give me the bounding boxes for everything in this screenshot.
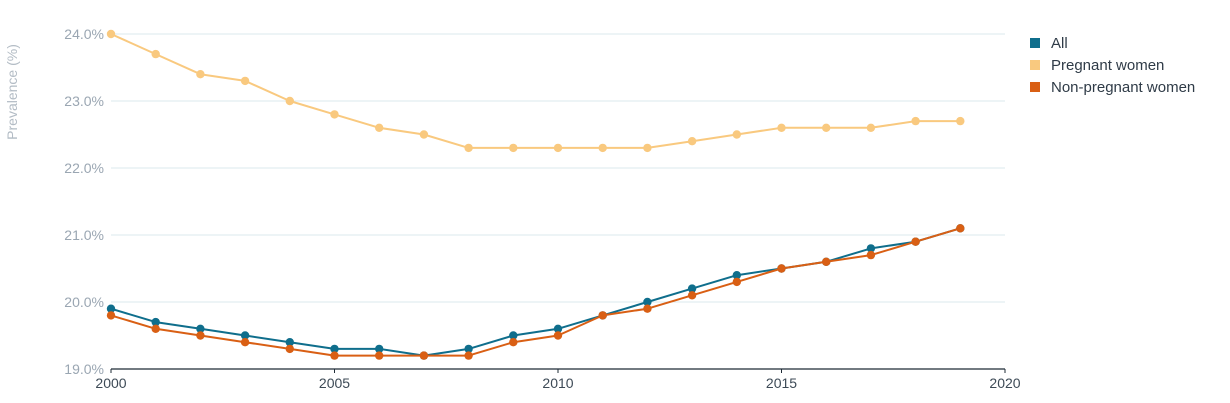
y-tick-label: 23.0% bbox=[64, 93, 104, 109]
data-point-all[interactable] bbox=[196, 324, 205, 333]
data-point-non-pregnant-women[interactable] bbox=[419, 351, 429, 360]
series-group bbox=[106, 29, 965, 360]
data-point-non-pregnant-women[interactable] bbox=[151, 324, 160, 333]
y-axis-title: Prevalence (%) bbox=[4, 44, 20, 140]
legend-label: Non-pregnant women bbox=[1051, 79, 1195, 96]
legend-label: Pregnant women bbox=[1051, 57, 1164, 74]
data-point-all[interactable] bbox=[285, 338, 294, 347]
series-pregnant-women[interactable] bbox=[106, 29, 965, 153]
data-point-non-pregnant-women[interactable] bbox=[330, 351, 339, 360]
series-line-pregnant-women bbox=[110, 33, 961, 149]
y-tick-label: 24.0% bbox=[64, 26, 104, 42]
data-point-non-pregnant-women[interactable] bbox=[911, 237, 920, 246]
data-point-pregnant-women[interactable] bbox=[866, 123, 876, 132]
y-tick-label: 22.0% bbox=[64, 160, 104, 176]
data-point-pregnant-women[interactable] bbox=[196, 70, 205, 79]
data-point-non-pregnant-women[interactable] bbox=[240, 338, 250, 347]
data-point-pregnant-women[interactable] bbox=[553, 143, 563, 153]
data-point-pregnant-women[interactable] bbox=[151, 49, 160, 59]
y-tick-label: 20.0% bbox=[64, 294, 104, 310]
data-point-pregnant-women[interactable] bbox=[822, 123, 831, 132]
data-point-all[interactable] bbox=[375, 344, 384, 354]
data-point-non-pregnant-women[interactable] bbox=[643, 304, 652, 313]
data-point-all[interactable] bbox=[464, 344, 473, 354]
legend-swatch bbox=[1030, 38, 1040, 48]
data-point-non-pregnant-women[interactable] bbox=[464, 351, 473, 360]
x-tick-label: 2010 bbox=[542, 375, 573, 391]
data-point-pregnant-women[interactable] bbox=[464, 143, 473, 153]
x-tick-label: 2015 bbox=[766, 375, 797, 391]
legend-label: All bbox=[1051, 35, 1068, 52]
legend-item-pregnant-women[interactable]: Pregnant women bbox=[1030, 57, 1164, 74]
data-point-pregnant-women[interactable] bbox=[285, 96, 294, 106]
data-point-non-pregnant-women[interactable] bbox=[375, 351, 384, 360]
data-point-all[interactable] bbox=[106, 304, 116, 313]
gridlines bbox=[111, 33, 1005, 370]
data-point-pregnant-women[interactable] bbox=[687, 137, 697, 146]
data-point-pregnant-women[interactable] bbox=[643, 143, 652, 153]
data-point-pregnant-women[interactable] bbox=[106, 29, 116, 39]
data-point-pregnant-women[interactable] bbox=[911, 116, 920, 126]
data-point-all[interactable] bbox=[509, 331, 518, 340]
data-point-pregnant-women[interactable] bbox=[419, 130, 429, 139]
data-point-non-pregnant-women[interactable] bbox=[106, 311, 116, 320]
data-point-all[interactable] bbox=[732, 271, 741, 280]
legend-item-non-pregnant-women[interactable]: Non-pregnant women bbox=[1030, 79, 1195, 96]
data-point-all[interactable] bbox=[330, 344, 339, 354]
data-point-pregnant-women[interactable] bbox=[956, 116, 965, 126]
x-tick-label: 2020 bbox=[989, 375, 1020, 391]
x-axis: 2000 2005 2010 2015 2020 bbox=[95, 369, 1021, 391]
series-line-non-pregnant-women bbox=[110, 227, 961, 357]
data-point-non-pregnant-women[interactable] bbox=[196, 331, 205, 340]
y-axis: 19.0% 20.0% 21.0% 22.0% 23.0% 24.0% bbox=[64, 26, 104, 377]
data-point-pregnant-women[interactable] bbox=[777, 123, 786, 132]
data-point-non-pregnant-women[interactable] bbox=[509, 338, 518, 347]
data-point-all[interactable] bbox=[151, 317, 160, 327]
data-point-pregnant-women[interactable] bbox=[330, 110, 339, 119]
data-point-all[interactable] bbox=[240, 331, 250, 340]
series-line-all bbox=[110, 227, 961, 357]
data-point-all[interactable] bbox=[866, 244, 876, 253]
data-point-non-pregnant-women[interactable] bbox=[687, 291, 697, 300]
data-point-non-pregnant-women[interactable] bbox=[777, 264, 786, 273]
data-point-all[interactable] bbox=[687, 284, 697, 293]
legend[interactable]: All Pregnant women Non-pregnant women bbox=[1030, 35, 1195, 96]
data-point-pregnant-women[interactable] bbox=[509, 143, 518, 153]
data-point-non-pregnant-women[interactable] bbox=[732, 277, 741, 287]
legend-swatch bbox=[1030, 60, 1040, 70]
series-non-pregnant-women[interactable] bbox=[106, 224, 965, 360]
data-point-non-pregnant-women[interactable] bbox=[285, 344, 294, 354]
y-tick-label: 21.0% bbox=[64, 227, 104, 243]
x-tick-label: 2000 bbox=[95, 375, 126, 391]
data-point-non-pregnant-women[interactable] bbox=[866, 250, 876, 260]
data-point-pregnant-women[interactable] bbox=[375, 123, 384, 132]
data-point-all[interactable] bbox=[553, 324, 563, 333]
legend-item-all[interactable]: All bbox=[1030, 35, 1068, 52]
x-tick-label: 2005 bbox=[319, 375, 350, 391]
data-point-non-pregnant-women[interactable] bbox=[553, 331, 563, 340]
data-point-pregnant-women[interactable] bbox=[240, 76, 250, 86]
data-point-pregnant-women[interactable] bbox=[598, 143, 607, 153]
data-point-non-pregnant-women[interactable] bbox=[598, 311, 607, 320]
data-point-all[interactable] bbox=[643, 297, 652, 307]
data-point-pregnant-women[interactable] bbox=[732, 130, 741, 139]
data-point-non-pregnant-women[interactable] bbox=[956, 224, 965, 233]
y-tick-label: 19.0% bbox=[64, 361, 104, 377]
legend-swatch bbox=[1030, 82, 1040, 92]
data-point-non-pregnant-women[interactable] bbox=[822, 257, 831, 266]
